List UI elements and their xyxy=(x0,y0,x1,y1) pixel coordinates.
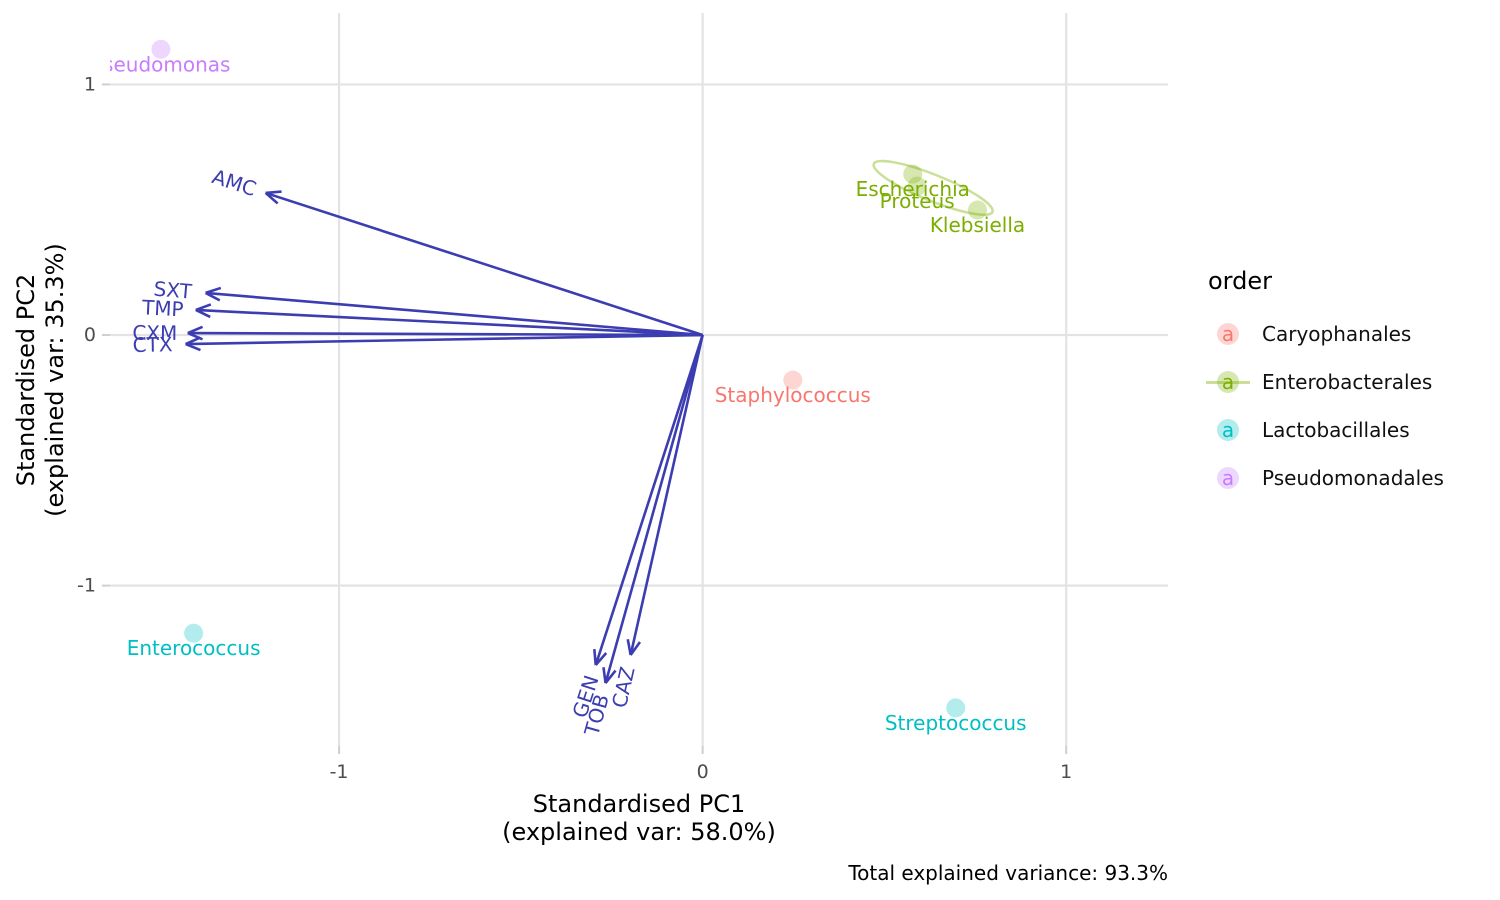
point-label-staphylococcus: Staphylococcus xyxy=(715,383,871,407)
legend-key-lactobacillales: a xyxy=(1206,417,1250,443)
loading-arrow-amc xyxy=(265,191,704,337)
loading-arrowhead-amc-1 xyxy=(265,190,282,195)
loading-arrowhead-amc-0 xyxy=(264,191,279,205)
legend-key-enterobacterales: a xyxy=(1206,369,1250,395)
x-axis-title-line1: Standardised PC1 xyxy=(532,790,746,818)
legend-key-point xyxy=(1217,323,1239,345)
legend-key-point xyxy=(1217,467,1239,489)
loading-arrow-tmp xyxy=(195,308,703,337)
point-label-pseudomonas: Pseudomonas xyxy=(91,52,230,76)
x-axis-title: Standardised PC1 (explained var: 58.0%) xyxy=(110,790,1168,846)
loading-label-cxm: CXM xyxy=(132,321,177,345)
loading-arrowhead-tob-0 xyxy=(604,669,617,684)
confidence-ellipse-enterobacterales xyxy=(872,159,994,217)
point-label-klebsiella: Klebsiella xyxy=(930,213,1025,237)
legend-label-pseudomonadales: Pseudomonadales xyxy=(1262,466,1444,490)
loading-label-amc: AMC xyxy=(209,164,259,201)
data-point-proteus xyxy=(907,176,927,196)
legend-label-enterobacterales: Enterobacterales xyxy=(1262,370,1433,394)
point-label-proteus: Proteus xyxy=(880,189,955,213)
legend-key-point xyxy=(1217,371,1239,393)
loading-arrow-sxt xyxy=(205,291,703,337)
legend-key-letter: a xyxy=(1221,466,1235,490)
y-axis-title-line2: (explained var: 35.3%) xyxy=(41,243,69,517)
loading-arrowhead-gen-1 xyxy=(593,649,598,666)
loading-arrow-gen xyxy=(594,334,704,666)
loading-arrowhead-ctx-1 xyxy=(185,336,201,346)
legend-key-letter: a xyxy=(1221,418,1235,442)
legend-key-point xyxy=(1217,419,1239,441)
loading-arrowhead-tmp-0 xyxy=(195,308,211,319)
legend-label-lactobacillales: Lactobacillales xyxy=(1262,418,1410,442)
loading-arrowhead-cxm-1 xyxy=(187,325,204,335)
y-axis-title-line1: Standardised PC2 xyxy=(12,273,40,487)
total-variance-caption: Total explained variance: 93.3% xyxy=(848,861,1168,885)
loading-label-ctx: CTX xyxy=(132,332,173,357)
legend-items: a Caryophanales a Enterobacterales a Lactobac… xyxy=(1206,310,1444,502)
legend-key-pseudomonadales: a xyxy=(1206,465,1250,491)
loading-arrow-cxm xyxy=(187,331,703,337)
loading-arrow-caz xyxy=(629,334,704,656)
legend: order a Caryophanales a Enterobacterales a La… xyxy=(1206,266,1444,502)
x-axis-title-line2: (explained var: 58.0%) xyxy=(502,818,776,846)
loading-arrowhead-caz-1 xyxy=(626,639,632,656)
data-point-enterococcus xyxy=(184,623,204,643)
data-point-klebsiella xyxy=(967,200,987,220)
loading-label-caz: CAZ xyxy=(607,664,640,710)
loading-arrowhead-ctx-0 xyxy=(185,342,201,352)
x-tick-label-1: 1 xyxy=(1060,761,1072,783)
loading-arrowhead-tmp-1 xyxy=(195,303,212,312)
point-label-streptococcus: Streptococcus xyxy=(885,711,1027,735)
grid: -1 0 1 -1 0 1 xyxy=(77,13,1168,783)
loading-arrow-ctx xyxy=(185,333,703,346)
loading-label-tmp: TMP xyxy=(141,295,185,321)
x-tick-label--1: -1 xyxy=(330,761,349,783)
y-tick-label-1: 1 xyxy=(84,73,96,95)
legend-title: order xyxy=(1208,267,1272,295)
data-point-escherichia xyxy=(903,164,923,184)
legend-key-ellipse-line xyxy=(1206,380,1250,384)
y-tick-label--1: -1 xyxy=(77,575,96,597)
data-point-streptococcus xyxy=(946,698,966,718)
legend-key-letter: a xyxy=(1221,322,1235,346)
legend-item-caryophanales: a Caryophanales xyxy=(1206,310,1444,358)
point-label-escherichia: Escherichia xyxy=(856,177,970,201)
legend-item-enterobacterales: a Enterobacterales xyxy=(1206,358,1444,406)
legend-label-caryophanales: Caryophanales xyxy=(1262,322,1412,346)
point-label-enterococcus: Enterococcus xyxy=(127,636,261,660)
legend-item-pseudomonadales: a Pseudomonadales xyxy=(1206,454,1444,502)
loading-arrowhead-tob-1 xyxy=(602,667,607,684)
data-point-staphylococcus xyxy=(783,370,803,390)
x-tick-label-0: 0 xyxy=(697,761,709,783)
loading-arrowhead-caz-0 xyxy=(629,641,642,656)
legend-item-lactobacillales: a Lactobacillales xyxy=(1206,406,1444,454)
loading-arrowhead-sxt-0 xyxy=(205,291,221,302)
loading-arrow-tob xyxy=(604,334,704,684)
y-tick-label-0: 0 xyxy=(84,324,96,346)
loading-label-sxt: SXT xyxy=(153,277,194,304)
legend-key-caryophanales: a xyxy=(1206,321,1250,347)
y-axis-title: Standardised PC2 (explained var: 35.3%) xyxy=(12,243,70,517)
loading-arrowhead-gen-0 xyxy=(594,652,608,666)
legend-key-letter: a xyxy=(1221,370,1235,394)
data-point-pseudomonas xyxy=(151,39,171,59)
loading-arrowhead-sxt-1 xyxy=(205,286,222,295)
